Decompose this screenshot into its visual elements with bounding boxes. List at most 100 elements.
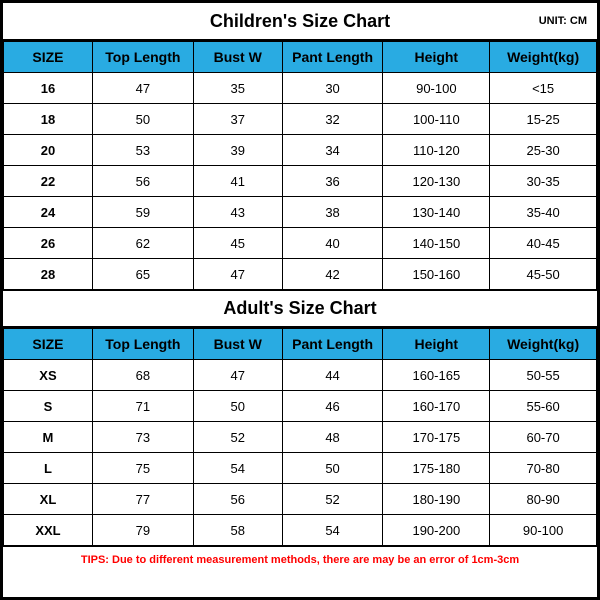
cell: 160-165 (383, 360, 490, 391)
table-row: XS684744160-16550-55 (4, 360, 597, 391)
cell: 140-150 (383, 228, 490, 259)
cell: 26 (4, 228, 93, 259)
adult-title-bar: Adult's Size Chart (3, 290, 597, 328)
cell: 150-160 (383, 259, 490, 290)
cell: 190-200 (383, 515, 490, 546)
cell: 62 (92, 228, 193, 259)
unit-label: UNIT: CM (539, 15, 587, 27)
table-row: M735248170-17560-70 (4, 422, 597, 453)
cell: 41 (193, 166, 282, 197)
cell: 60-70 (490, 422, 597, 453)
cell: 50 (193, 391, 282, 422)
cell: 30 (282, 73, 383, 104)
col-bust: Bust W (193, 42, 282, 73)
cell: 50 (92, 104, 193, 135)
cell: 130-140 (383, 197, 490, 228)
cell: 43 (193, 197, 282, 228)
cell: XS (4, 360, 93, 391)
cell: 22 (4, 166, 93, 197)
cell: 70-80 (490, 453, 597, 484)
col-weight: Weight(kg) (490, 329, 597, 360)
col-size: SIZE (4, 42, 93, 73)
cell: 24 (4, 197, 93, 228)
cell: 15-25 (490, 104, 597, 135)
cell: 32 (282, 104, 383, 135)
cell: 16 (4, 73, 93, 104)
cell: 90-100 (383, 73, 490, 104)
table-row: 18503732100-11015-25 (4, 104, 597, 135)
adult-size-table: SIZE Top Length Bust W Pant Length Heigh… (3, 328, 597, 546)
cell: 68 (92, 360, 193, 391)
cell: L (4, 453, 93, 484)
col-pant: Pant Length (282, 329, 383, 360)
cell: 35-40 (490, 197, 597, 228)
col-height: Height (383, 329, 490, 360)
cell: 20 (4, 135, 93, 166)
cell: 160-170 (383, 391, 490, 422)
cell: 65 (92, 259, 193, 290)
table-row: XXL795854190-20090-100 (4, 515, 597, 546)
cell: 180-190 (383, 484, 490, 515)
table-row: 24594338130-14035-40 (4, 197, 597, 228)
cell: 45 (193, 228, 282, 259)
cell: 47 (193, 259, 282, 290)
table-row: 1647353090-100<15 (4, 73, 597, 104)
cell: 18 (4, 104, 93, 135)
cell: 45-50 (490, 259, 597, 290)
cell: 39 (193, 135, 282, 166)
cell: 54 (193, 453, 282, 484)
children-title-bar: Children's Size Chart UNIT: CM (3, 3, 597, 41)
cell: 48 (282, 422, 383, 453)
cell: 55-60 (490, 391, 597, 422)
cell: 40-45 (490, 228, 597, 259)
tips-text: TIPS: Due to different measurement metho… (3, 546, 597, 572)
col-top: Top Length (92, 42, 193, 73)
cell: 71 (92, 391, 193, 422)
cell: 77 (92, 484, 193, 515)
col-height: Height (383, 42, 490, 73)
table-row: 28654742150-16045-50 (4, 259, 597, 290)
col-bust: Bust W (193, 329, 282, 360)
col-size: SIZE (4, 329, 93, 360)
cell: 175-180 (383, 453, 490, 484)
cell: 46 (282, 391, 383, 422)
cell: 25-30 (490, 135, 597, 166)
cell: 36 (282, 166, 383, 197)
cell: 80-90 (490, 484, 597, 515)
cell: 34 (282, 135, 383, 166)
cell: S (4, 391, 93, 422)
cell: 37 (193, 104, 282, 135)
cell: 42 (282, 259, 383, 290)
table-header-row: SIZE Top Length Bust W Pant Length Heigh… (4, 329, 597, 360)
cell: XL (4, 484, 93, 515)
cell: 50 (282, 453, 383, 484)
col-weight: Weight(kg) (490, 42, 597, 73)
cell: XXL (4, 515, 93, 546)
cell: 58 (193, 515, 282, 546)
table-row: L755450175-18070-80 (4, 453, 597, 484)
cell: 47 (92, 73, 193, 104)
table-row: XL775652180-19080-90 (4, 484, 597, 515)
cell: 100-110 (383, 104, 490, 135)
cell: 79 (92, 515, 193, 546)
cell: 56 (193, 484, 282, 515)
cell: 40 (282, 228, 383, 259)
size-chart-card: Children's Size Chart UNIT: CM SIZE Top … (0, 0, 600, 600)
children-title: Children's Size Chart (210, 11, 390, 32)
table-row: 26624540140-15040-45 (4, 228, 597, 259)
cell: 75 (92, 453, 193, 484)
adult-title: Adult's Size Chart (223, 298, 376, 319)
table-row: 22564136120-13030-35 (4, 166, 597, 197)
cell: <15 (490, 73, 597, 104)
cell: 54 (282, 515, 383, 546)
cell: 110-120 (383, 135, 490, 166)
cell: 170-175 (383, 422, 490, 453)
children-size-table: SIZE Top Length Bust W Pant Length Heigh… (3, 41, 597, 290)
cell: 28 (4, 259, 93, 290)
cell: 44 (282, 360, 383, 391)
cell: 35 (193, 73, 282, 104)
cell: 59 (92, 197, 193, 228)
table-header-row: SIZE Top Length Bust W Pant Length Heigh… (4, 42, 597, 73)
cell: 47 (193, 360, 282, 391)
cell: 38 (282, 197, 383, 228)
